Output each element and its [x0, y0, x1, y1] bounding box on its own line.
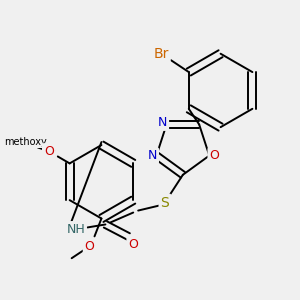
Text: O: O — [44, 145, 54, 158]
Text: O: O — [128, 238, 138, 251]
Text: Br: Br — [153, 47, 169, 61]
Text: NH: NH — [66, 223, 85, 236]
Text: S: S — [160, 196, 169, 210]
Text: O: O — [85, 240, 94, 253]
Text: N: N — [148, 149, 157, 162]
Text: N: N — [158, 116, 167, 129]
Text: O: O — [45, 145, 55, 158]
Text: O: O — [209, 149, 219, 162]
Text: methoxy: methoxy — [4, 136, 47, 147]
